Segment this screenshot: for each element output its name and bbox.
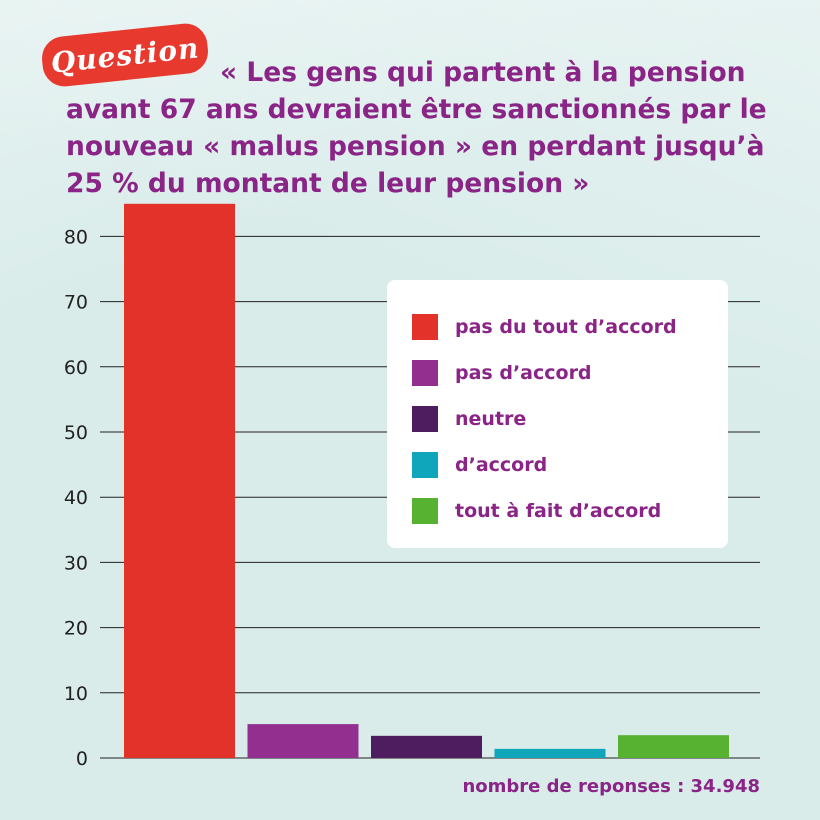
- y-tick-label: 80: [64, 226, 88, 248]
- legend-swatch: [412, 360, 438, 386]
- legend-item: d’accord: [412, 452, 547, 478]
- bar: [124, 203, 235, 759]
- legend-label: tout à fait d’accord: [455, 500, 662, 522]
- y-tick-label: 0: [76, 748, 88, 770]
- chart-legend: pas du tout d’accord pas d’accord neutre…: [387, 280, 728, 548]
- bar: [618, 735, 729, 758]
- legend-swatch: [412, 406, 438, 432]
- bar: [494, 748, 606, 758]
- legend-label: pas du tout d’accord: [455, 316, 677, 338]
- legend-label: neutre: [455, 408, 527, 430]
- legend-swatch: [412, 498, 438, 524]
- bar: [371, 735, 482, 758]
- legend-swatch: [412, 314, 438, 340]
- legend-item: pas du tout d’accord: [412, 314, 677, 340]
- y-tick-label: 60: [64, 357, 88, 379]
- y-tick-label: 40: [64, 487, 88, 509]
- y-tick-label: 10: [64, 683, 88, 705]
- question-text: « Les gens qui partent à la pension avan…: [66, 57, 767, 199]
- y-tick-label: 20: [64, 618, 88, 640]
- legend-swatch: [412, 452, 438, 478]
- legend-label: d’accord: [455, 454, 548, 476]
- y-tick-label: 50: [64, 422, 88, 444]
- response-count: nombre de reponses : 34.948: [462, 776, 760, 797]
- y-tick-label: 70: [64, 292, 88, 314]
- legend-item: neutre: [412, 406, 526, 432]
- legend-label: pas d’accord: [455, 362, 592, 384]
- bar: [247, 724, 359, 758]
- legend-item: pas d’accord: [412, 360, 592, 386]
- y-tick-label: 30: [64, 552, 88, 574]
- legend-item: tout à fait d’accord: [412, 498, 661, 524]
